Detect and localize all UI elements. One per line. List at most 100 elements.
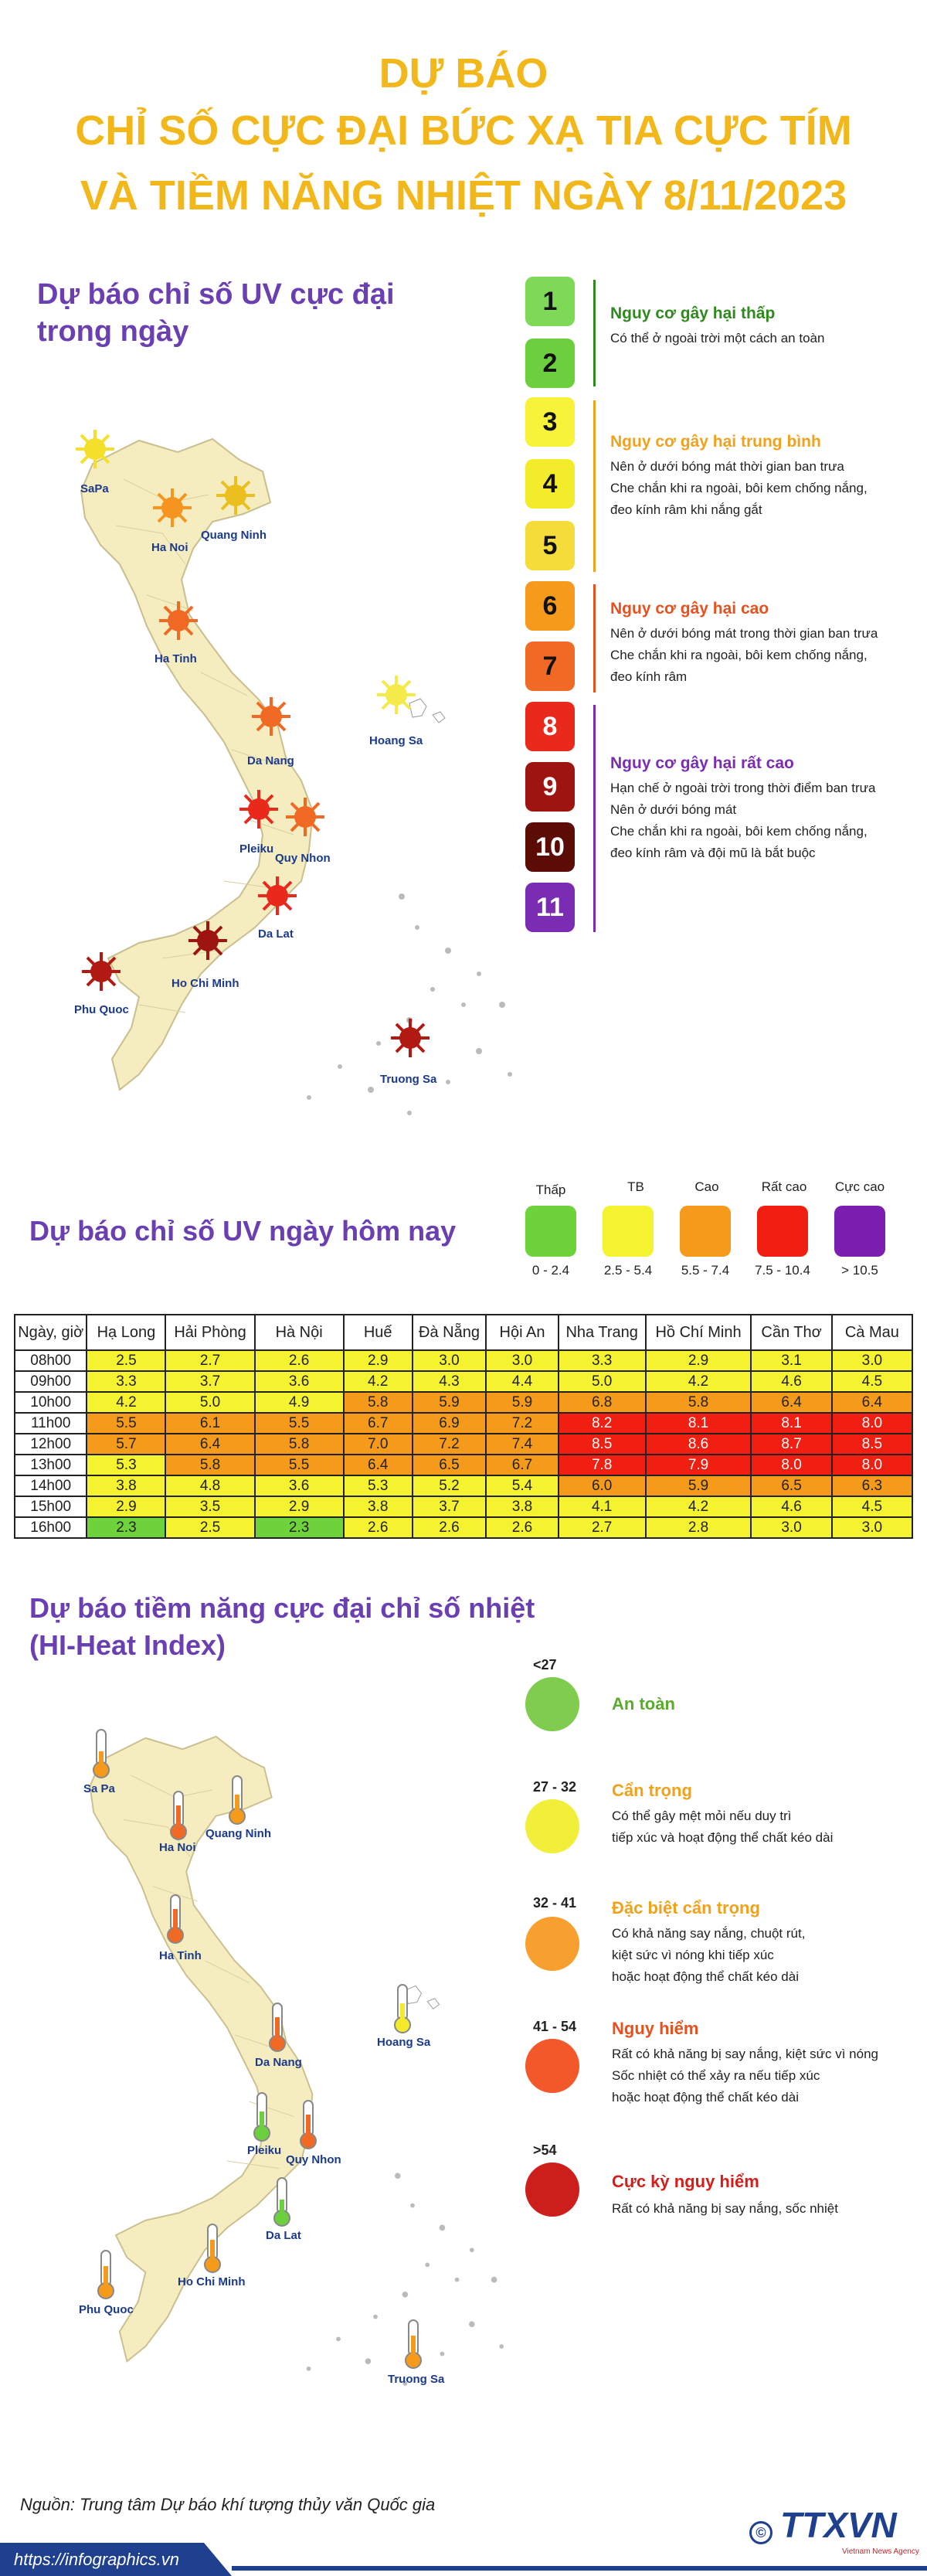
legend-range-very-high: 7.5 - 10.4: [755, 1263, 810, 1278]
heat-label-hoang-sa: Hoang Sa: [377, 2036, 431, 2049]
uv-forecast-table: Ngày, giờ Hạ Long Hải Phòng Hà Nội Huế Đà Nẵn…: [13, 1314, 914, 1539]
table-cell: 3.8: [342, 1496, 413, 1518]
sun-icon: [76, 430, 114, 468]
ttxvn-logo-subtitle: Vietnam News Agency: [842, 2547, 919, 2556]
map-label-ho-chi-minh: Ho Chi Minh: [171, 977, 239, 990]
heat-desc-danger: Rất có khả năng bị say nắng, kiệt sức vì…: [612, 2047, 878, 2105]
sun-icon: [82, 952, 121, 991]
legend-swatch-medium: [603, 1206, 654, 1257]
table-cell: 3.0: [485, 1349, 559, 1372]
sun-icon: [188, 921, 227, 960]
table-cell: 6.5: [411, 1454, 487, 1476]
risk-divider: [593, 705, 596, 932]
map-label-sapa: SaPa: [80, 482, 109, 495]
table-row: 10h00 4.2 5.0 4.9 5.8 5.9 5.9 6.8 5.8 6.4 6.4: [13, 1391, 914, 1414]
heat-range-danger: 41 - 54: [533, 2019, 577, 2034]
heat-label-phu-quoc: Phu Quoc: [79, 2303, 134, 2316]
table-header: Hồ Chí Minh: [644, 1314, 752, 1351]
table-cell: 5.9: [411, 1391, 487, 1414]
table-cell: 3.6: [253, 1475, 345, 1497]
table-cell: 6.9: [411, 1412, 487, 1434]
table-cell: 6.7: [342, 1412, 413, 1434]
table-cell: 5.3: [86, 1454, 167, 1476]
uv-level-7: 7: [525, 641, 575, 691]
table-cell: 8.5: [557, 1433, 647, 1455]
map-label-ha-tinh: Ha Tinh: [154, 652, 197, 665]
heat-label-ho-chi-minh: Ho Chi Minh: [178, 2275, 246, 2288]
legend-swatch-extreme: [834, 1206, 885, 1257]
table-cell: 8.7: [750, 1433, 833, 1455]
legend-label-high: Cao: [694, 1179, 719, 1194]
table-row: 12h00 5.7 6.4 5.8 7.0 7.2 7.4 8.5 8.6 8.7 8.5: [13, 1433, 914, 1455]
sun-icon: [252, 697, 290, 736]
legend-label-very-high: Rất cao: [761, 1179, 807, 1194]
table-time-cell: 16h00: [13, 1516, 88, 1539]
risk-desc-very-high: Hạn chế ở ngoài trời trong thời điểm ban…: [610, 781, 876, 860]
legend-range-low: 0 - 2.4: [531, 1263, 570, 1278]
map-label-truong-sa: Truong Sa: [380, 1073, 437, 1086]
legend-label-low: Thấp: [535, 1183, 566, 1197]
vietnam-map-uv: [80, 437, 512, 1115]
risk-divider: [593, 400, 596, 572]
table-cell: 3.3: [86, 1370, 167, 1393]
table-cell: 2.5: [86, 1349, 167, 1372]
table-cell: 4.2: [86, 1391, 167, 1414]
thermometer-icon: [273, 2177, 290, 2227]
table-cell: 6.1: [165, 1412, 256, 1434]
heat-label-truong-sa: Truong Sa: [388, 2373, 445, 2386]
thermometer-icon: [394, 1984, 411, 2033]
heat-title-extreme-caution: Đặc biệt cẩn trọng: [612, 1898, 760, 1918]
sun-icon: [239, 790, 278, 829]
table-cell: 4.6: [750, 1370, 833, 1393]
table-cell: 5.8: [342, 1391, 413, 1414]
table-cell: 2.7: [557, 1516, 647, 1539]
table-cell: 4.5: [830, 1496, 914, 1518]
table-cell: 6.4: [342, 1454, 413, 1476]
risk-title-low: Nguy cơ gây hại thấp: [610, 305, 776, 322]
risk-title-medium: Nguy cơ gây hại trung bình: [610, 433, 821, 451]
table-cell: 4.6: [750, 1496, 833, 1518]
risk-title-high: Nguy cơ gây hại cao: [610, 600, 769, 618]
uv-level-11: 11: [525, 883, 575, 932]
table-header: Cà Mau: [830, 1314, 914, 1351]
table-cell: 3.6: [253, 1370, 345, 1393]
heat-swatch-safe: [525, 1677, 579, 1731]
thermometer-icon: [204, 2224, 221, 2273]
table-header: Cần Thơ: [750, 1314, 833, 1351]
table-cell: 8.0: [830, 1412, 914, 1434]
legend-label-medium: TB: [627, 1179, 644, 1194]
table-cell: 8.1: [750, 1412, 833, 1434]
table-cell: 3.1: [750, 1349, 833, 1372]
heat-swatch-extreme-danger: [525, 2163, 579, 2217]
table-cell: 8.5: [830, 1433, 914, 1455]
heat-range-caution: 27 - 32: [533, 1779, 577, 1795]
table-cell: 7.0: [342, 1433, 413, 1455]
risk-desc-high: Nên ở dưới bóng mát trong thời gian ban …: [610, 626, 878, 684]
table-time-cell: 14h00: [13, 1475, 88, 1497]
footer-line: [232, 2566, 927, 2571]
table-cell: 2.9: [86, 1496, 167, 1518]
uv-level-4: 4: [525, 459, 575, 509]
vietnam-map-heat: [89, 1735, 504, 2386]
table-cell: 3.5: [165, 1496, 256, 1518]
table-cell: 2.8: [644, 1516, 752, 1539]
table-cell: 2.3: [253, 1516, 345, 1539]
footer-link[interactable]: https://infographics.vn: [14, 2550, 180, 2569]
table-cell: 4.2: [342, 1370, 413, 1393]
table-cell: 8.2: [557, 1412, 647, 1434]
heat-title-extreme-danger: Cực kỳ nguy hiểm: [612, 2172, 759, 2191]
sun-icon: [377, 675, 416, 714]
table-time-cell: 10h00: [13, 1391, 88, 1414]
uv-level-10: 10: [525, 822, 575, 872]
uv-level-6: 6: [525, 581, 575, 631]
table-cell: 3.0: [830, 1349, 914, 1372]
table-row: 15h00 2.9 3.5 2.9 3.8 3.7 3.8 4.1 4.2 4.6 4.5: [13, 1496, 914, 1518]
table-cell: 6.4: [750, 1391, 833, 1414]
table-time-cell: 12h00: [13, 1433, 88, 1455]
table-cell: 6.4: [830, 1391, 914, 1414]
uv-level-8: 8: [525, 702, 575, 751]
table-cell: 6.4: [165, 1433, 256, 1455]
map-label-quang-ninh: Quang Ninh: [201, 529, 267, 542]
table-cell: 5.8: [253, 1433, 345, 1455]
heat-swatch-danger: [525, 2039, 579, 2093]
